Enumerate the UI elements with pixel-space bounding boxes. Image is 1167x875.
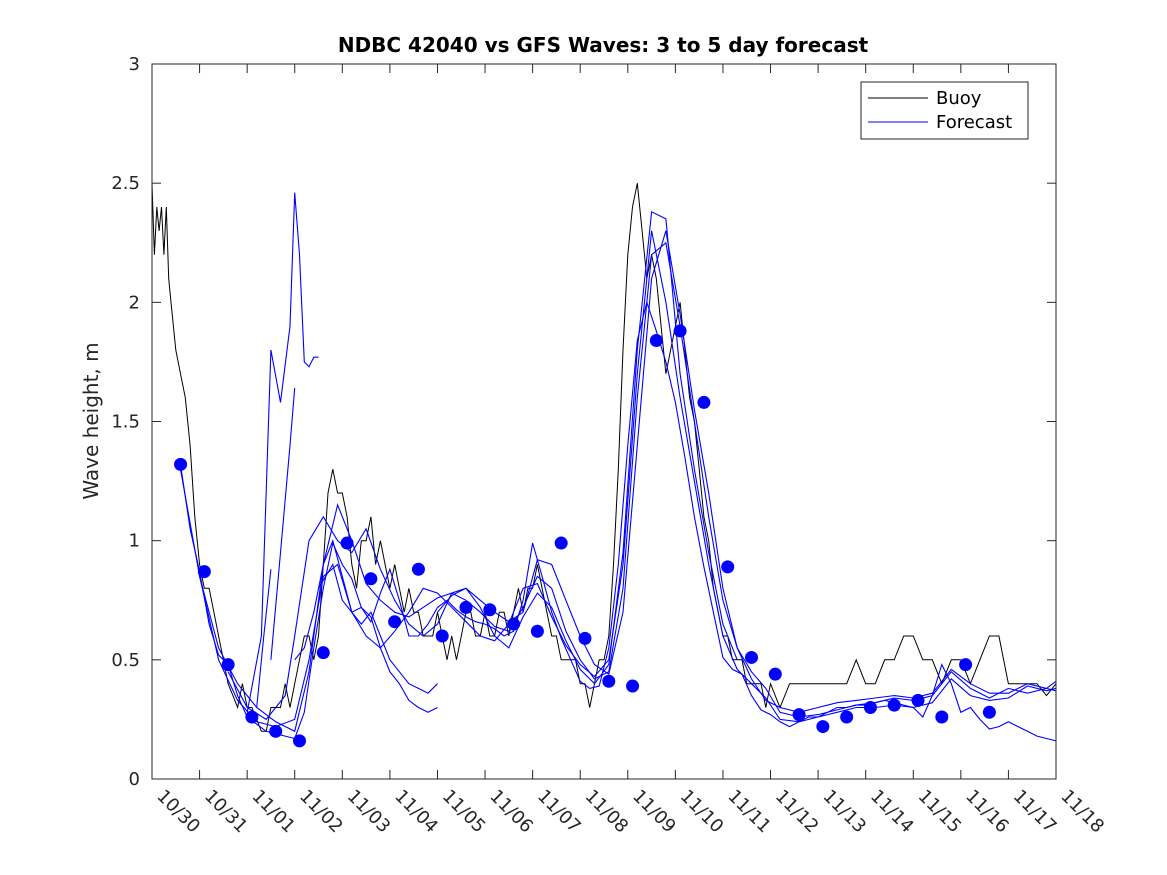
legend-label-forecast: Forecast xyxy=(936,112,1012,133)
forecast-marker xyxy=(721,560,735,574)
forecast-marker xyxy=(649,333,663,347)
x-tick-label: 11/09 xyxy=(628,786,680,838)
forecast-series-line-10 xyxy=(437,210,738,685)
forecast-marker xyxy=(530,624,544,638)
x-tick-label: 10/31 xyxy=(200,786,252,838)
forecast-marker xyxy=(292,734,306,748)
forecast-marker xyxy=(316,646,330,660)
forecast-series-line-7 xyxy=(246,192,319,713)
forecast-marker xyxy=(697,395,711,409)
x-tick-label: 11/02 xyxy=(295,786,347,838)
x-tick-label: 11/04 xyxy=(390,786,442,838)
x-tick-label: 11/01 xyxy=(248,786,300,838)
forecast-marker xyxy=(554,536,568,550)
x-tick-label: 10/30 xyxy=(152,786,204,838)
chart-title: NDBC 42040 vs GFS Waves: 3 to 5 day fore… xyxy=(338,33,869,57)
data-layer xyxy=(151,183,1057,748)
forecast-marker xyxy=(197,565,211,579)
x-tick-label: 11/17 xyxy=(1009,786,1061,838)
forecast-marker xyxy=(982,705,996,719)
plot-frame xyxy=(151,63,1057,780)
forecast-marker xyxy=(221,658,235,672)
x-tick-label: 11/07 xyxy=(533,786,585,838)
forecast-marker xyxy=(816,720,830,734)
x-tick-label: 11/14 xyxy=(866,786,918,838)
forecast-marker xyxy=(388,615,402,629)
forecast-marker xyxy=(744,650,758,664)
x-tick-label: 11/13 xyxy=(819,786,871,838)
x-tick-label: 11/05 xyxy=(438,786,490,838)
forecast-marker xyxy=(863,701,877,714)
axis-ticks xyxy=(151,63,1057,780)
x-tick-label: 11/16 xyxy=(961,786,1013,838)
x-tick-label: 11/15 xyxy=(914,786,966,838)
forecast-marker xyxy=(435,629,449,643)
forecast-marker xyxy=(364,572,378,586)
forecast-series-line-2 xyxy=(179,241,1057,733)
forecast-marker xyxy=(792,708,806,722)
forecast-marker xyxy=(507,617,521,631)
forecast-marker xyxy=(626,679,640,693)
y-tick-label: 2.5 xyxy=(111,173,140,194)
forecast-series-line-6 xyxy=(318,563,438,713)
forecast-marker xyxy=(459,600,473,614)
forecast-marker xyxy=(174,457,188,471)
forecast-series-line-5 xyxy=(294,538,438,694)
forecast-marker xyxy=(935,710,949,724)
y-axis-label: Wave height, m xyxy=(79,342,103,499)
forecast-marker xyxy=(840,710,854,724)
forecast-series-line-4 xyxy=(227,230,1057,721)
x-tick-label: 11/12 xyxy=(771,786,823,838)
forecast-marker xyxy=(602,674,616,688)
legend-label-buoy: Buoy xyxy=(936,88,982,109)
forecast-marker xyxy=(411,562,425,576)
forecast-marker xyxy=(959,658,973,672)
x-tick-label: 11/18 xyxy=(1056,786,1108,838)
legend-box xyxy=(860,81,1029,140)
legend: Buoy Forecast xyxy=(860,81,1029,140)
forecast-marker xyxy=(245,710,259,724)
x-tick-label: 11/10 xyxy=(676,786,728,838)
y-tick-label: 1.5 xyxy=(111,412,140,433)
forecast-marker xyxy=(768,667,782,681)
y-tick-label: 3 xyxy=(129,54,140,75)
x-tick-label: 11/03 xyxy=(343,786,395,838)
forecast-series-line-9 xyxy=(256,569,272,708)
forecast-marker xyxy=(887,698,901,712)
y-tick-label: 0.5 xyxy=(111,650,140,671)
forecast-marker xyxy=(673,324,687,338)
y-tick-label: 1 xyxy=(129,531,140,552)
x-tick-label: 11/11 xyxy=(723,786,775,838)
forecast-marker xyxy=(340,536,354,550)
forecast-marker xyxy=(578,631,592,645)
x-tick-label: 11/06 xyxy=(486,786,538,838)
forecast-marker xyxy=(269,724,283,738)
forecast-marker xyxy=(483,603,497,617)
forecast-series-line-8 xyxy=(270,388,296,660)
y-tick-label: 2 xyxy=(129,292,140,313)
forecast-marker xyxy=(911,693,925,707)
x-tick-label: 11/08 xyxy=(581,786,633,838)
y-tick-label: 0 xyxy=(129,769,140,790)
